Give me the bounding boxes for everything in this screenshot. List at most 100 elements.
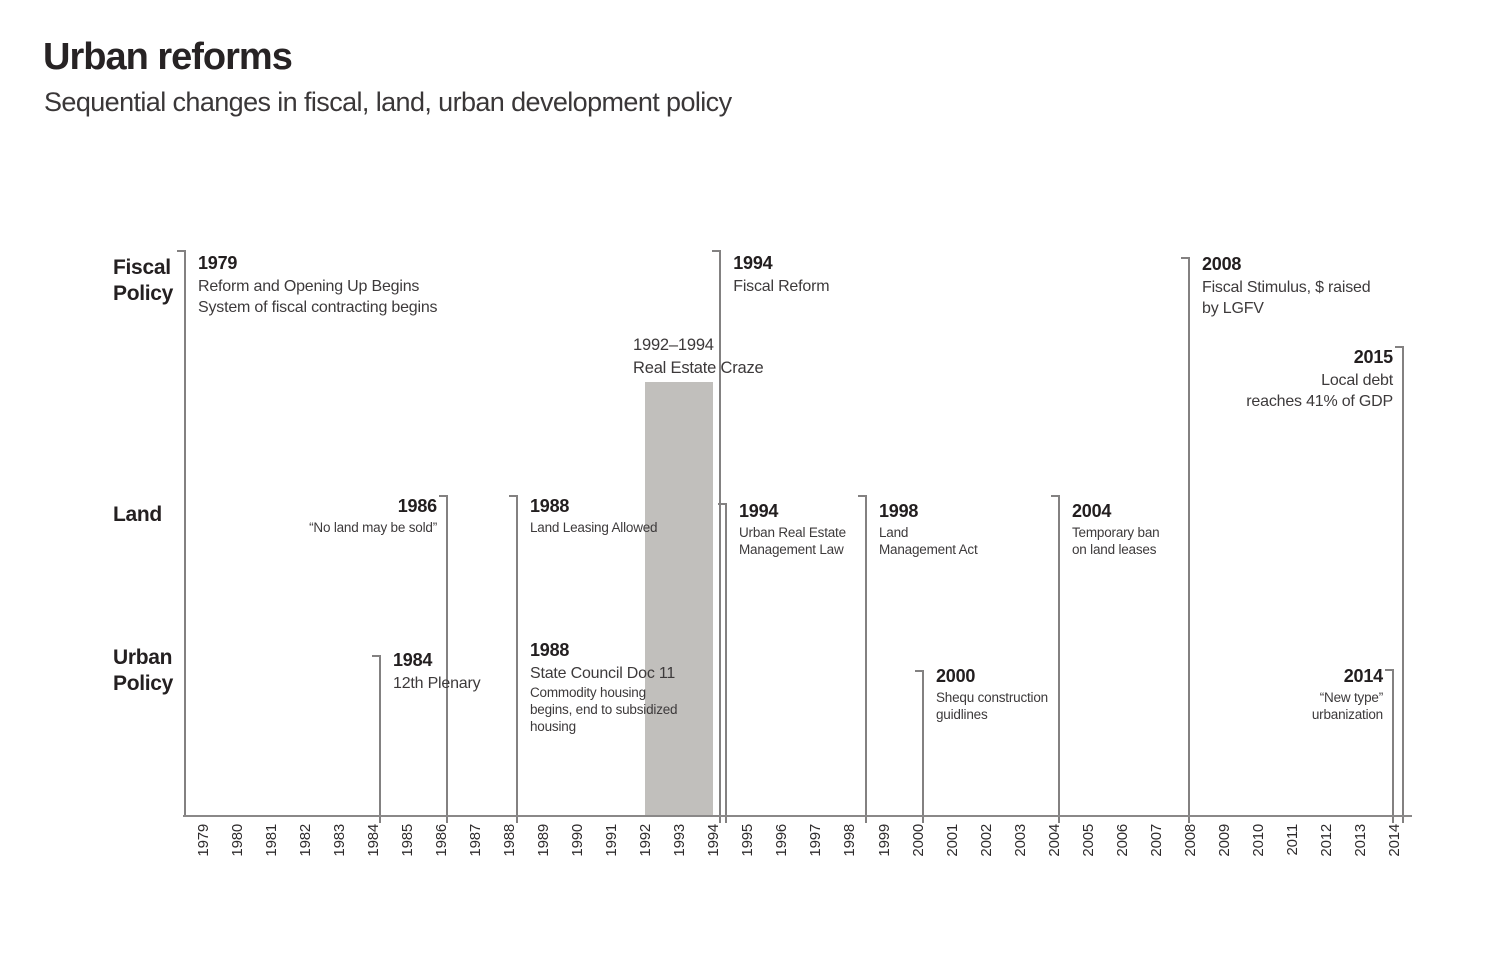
event-year-label: 1988 (530, 640, 570, 660)
event-text-small: “New type” (1319, 690, 1383, 705)
axis-year-1988: 1988 (500, 824, 518, 857)
event-fiscal-2015: 2015 Local debt reaches 41% of GDP (1246, 347, 1393, 412)
axis-year-1990: 1990 (569, 824, 587, 857)
event-text: reaches 41% of GDP (1246, 393, 1393, 410)
axis-year-1981: 1981 (262, 824, 280, 857)
axis-year-1999: 1999 (875, 824, 893, 857)
axis-year-2007: 2007 (1147, 824, 1165, 857)
event-urban-2014: 2014 “New type” urbanization (1312, 666, 1383, 723)
event-marker-line-urban-2014 (1386, 669, 1394, 823)
band-label-text: 1992–1994 (633, 336, 714, 354)
event-text: Reform and Opening Up Begins (198, 278, 420, 295)
axis-year-1986: 1986 (432, 824, 450, 857)
event-marker-line-fiscal-2015 (1396, 346, 1404, 823)
event-text-small: urbanization (1311, 707, 1383, 722)
event-text-small: Commodity housing (530, 685, 646, 700)
axis-year-2008: 2008 (1181, 824, 1199, 857)
axis-year-1995: 1995 (739, 824, 757, 857)
event-marker-line-fiscal-2008 (1182, 257, 1190, 823)
axis-year-1982: 1982 (296, 824, 314, 857)
axis-year-1998: 1998 (841, 824, 859, 857)
band-label: 1992–1994 Real Estate Craze (633, 334, 764, 380)
axis-year-1980: 1980 (228, 824, 246, 857)
axis-year-2002: 2002 (977, 824, 995, 857)
event-marker-line-land-1986 (440, 495, 448, 823)
event-year-label: 1998 (879, 501, 919, 521)
axis-year-2000: 2000 (909, 824, 927, 857)
axis-year-1989: 1989 (535, 824, 552, 857)
row-label-text: Fiscal (113, 256, 171, 279)
event-year-label: 1994 (733, 253, 773, 273)
event-text-small: Land (879, 525, 909, 540)
event-text-small: Management Law (739, 542, 844, 557)
axis-year-2009: 2009 (1216, 824, 1233, 857)
event-urban-1988: 1988 State Council Doc 11 Commodity housin… (530, 640, 678, 735)
event-text: Fiscal Reform (733, 278, 830, 295)
axis-year-1996: 1996 (773, 824, 791, 857)
band-label-text: Real Estate Craze (633, 359, 764, 377)
event-fiscal-1979: 1979 Reform and Opening Up Begins System o… (198, 253, 438, 318)
axis-year-2006: 2006 (1113, 824, 1131, 857)
row-label-text: Policy (113, 672, 174, 695)
event-land-1994: 1994 Urban Real Estate Management Law (739, 501, 846, 558)
event-year-label: 2000 (936, 666, 976, 686)
event-text: Fiscal Stimulus, $ raised (1202, 279, 1371, 296)
event-year-label: 1988 (530, 496, 570, 516)
event-year-label: 1984 (393, 650, 433, 670)
event-marker-line-land-1994 (719, 503, 727, 823)
event-urban-1984: 1984 12th Plenary (393, 650, 481, 694)
event-marker-line-land-2004 (1052, 495, 1060, 823)
event-text-small: Shequ construction (936, 690, 1048, 705)
x-axis-line (183, 815, 1412, 817)
axis-year-2013: 2013 (1352, 824, 1370, 857)
axis-year-1994: 1994 (705, 824, 723, 857)
event-text-small: Temporary ban (1072, 525, 1160, 540)
axis-year-1992: 1992 (637, 824, 655, 857)
event-year-label: 2004 (1072, 501, 1112, 521)
event-marker-line-land-1988 (510, 495, 518, 823)
axis-year-2003: 2003 (1011, 824, 1029, 857)
axis-year-1993: 1993 (671, 824, 689, 857)
axis-year-2010: 2010 (1250, 824, 1268, 857)
event-year-label: 1979 (198, 253, 238, 273)
event-marker-line-fiscal-1994 (714, 250, 721, 823)
event-fiscal-2008: 2008 Fiscal Stimulus, $ raised by LGFV (1202, 254, 1371, 319)
event-urban-2000: 2000 Shequ construction guidlines (936, 666, 1048, 723)
event-year-label: 2015 (1353, 347, 1393, 367)
axis-year-1979: 1979 (194, 824, 212, 857)
event-text-small: guidlines (936, 707, 988, 722)
event-land-1986: 1986 “No land may be sold” (309, 496, 437, 536)
event-land-1988: 1988 Land Leasing Allowed (530, 496, 658, 536)
axis-year-2011: 2011 (1284, 824, 1302, 856)
axis-year-1991: 1991 (603, 824, 621, 857)
event-land-2004: 2004 Temporary ban on land leases (1072, 501, 1160, 558)
axis-year-1983: 1983 (330, 824, 348, 857)
event-marker-line-urban-1984 (373, 655, 381, 823)
event-land-1998: 1998 Land Management Act (879, 501, 978, 558)
row-label-text: Urban (113, 646, 173, 669)
axis-year-1985: 1985 (398, 824, 416, 857)
event-year-label: 1986 (397, 496, 437, 516)
event-text: State Council Doc 11 (530, 665, 676, 682)
highlight-band-1992-1994 (645, 382, 713, 816)
page-subtitle: Sequential changes in fiscal, land, urba… (44, 87, 732, 117)
axis-year-1997: 1997 (807, 824, 825, 857)
event-text-small: “No land may be sold” (309, 520, 437, 535)
event-text-small: Land Leasing Allowed (530, 520, 658, 535)
event-text: System of fiscal contracting begins (198, 299, 438, 316)
axis-year-2005: 2005 (1079, 824, 1097, 857)
event-marker-line-urban-2000 (916, 670, 924, 823)
event-year-label: 1994 (739, 501, 779, 521)
event-text-small: housing (530, 719, 576, 734)
event-year-label: 2008 (1202, 254, 1242, 274)
row-label-text: Land (113, 503, 162, 526)
event-fiscal-1994: 1994 Fiscal Reform (733, 253, 829, 297)
axis-year-2001: 2001 (943, 824, 961, 857)
page-title: Urban reforms (43, 36, 293, 78)
event-text-small: Management Act (879, 542, 978, 557)
event-text-small: begins, end to subsidized (530, 702, 678, 717)
row-label-text: Policy (113, 282, 174, 305)
event-text-small: Urban Real Estate (739, 525, 846, 540)
event-text: by LGFV (1202, 300, 1264, 317)
